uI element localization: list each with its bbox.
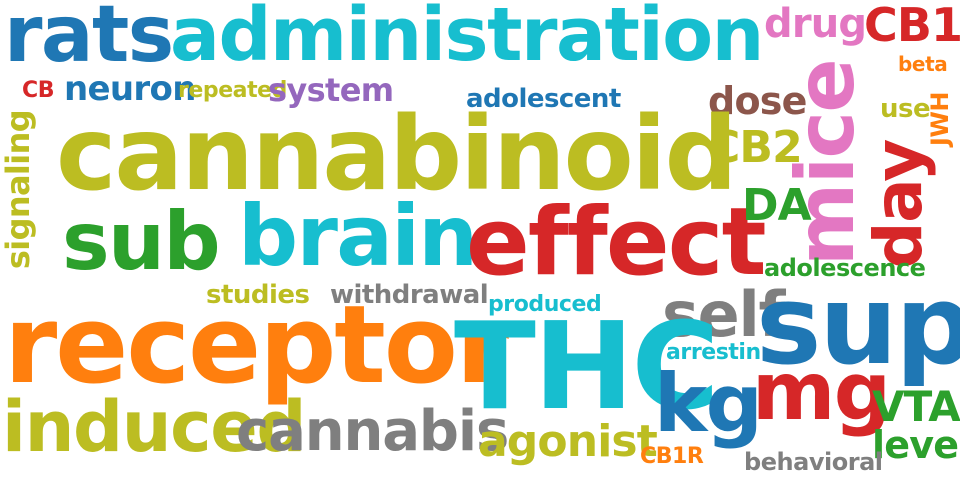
word-adolescence: adolescence xyxy=(764,254,926,282)
word-neuron: neuron xyxy=(64,69,196,109)
word-arrestin: arrestin xyxy=(666,340,761,365)
word-day: day xyxy=(860,140,937,269)
word-cb2: CB2 xyxy=(708,122,803,173)
word-dose: dose xyxy=(708,79,807,123)
word-adolescent: adolescent xyxy=(466,84,621,114)
word-rats: rats xyxy=(4,0,174,80)
word-vta: VTA xyxy=(872,382,960,431)
word-cb: CB xyxy=(22,78,55,103)
word-administration: administration xyxy=(170,0,764,78)
word-studies: studies xyxy=(206,280,310,310)
word-agonist: agonist xyxy=(478,416,658,467)
word-use: use xyxy=(880,94,931,124)
word-repeated: repeated xyxy=(178,78,287,103)
word-da: DA xyxy=(742,180,812,231)
word-sup: sup xyxy=(756,261,960,389)
word-mg: mg xyxy=(752,345,891,438)
word-signaling: signaling xyxy=(0,110,37,270)
word-cb1r: CB1R xyxy=(640,444,704,469)
word-receptor: receptor xyxy=(4,283,509,408)
word-cannabinoid: cannabinoid xyxy=(56,95,738,214)
word-withdrawal: withdrawal xyxy=(330,280,489,310)
word-self: self xyxy=(662,278,785,351)
word-sub: sub xyxy=(62,195,221,288)
word-cb1: CB1 xyxy=(864,0,960,52)
word-jwh: JWH xyxy=(926,92,954,147)
word-brain: brain xyxy=(238,187,478,285)
word-behavioral: behavioral xyxy=(744,448,883,476)
word-drug: drug xyxy=(764,1,867,47)
word-induced: induced xyxy=(2,386,306,468)
word-cannabis: cannabis xyxy=(236,399,509,464)
word-effect: effect xyxy=(466,188,767,297)
word-system: system xyxy=(268,71,394,109)
word-kg: kg xyxy=(654,357,763,450)
word-produced: produced xyxy=(488,292,602,317)
word-beta: beta xyxy=(898,52,948,76)
word-level: level xyxy=(872,423,960,467)
word-thc: THC xyxy=(454,298,720,437)
